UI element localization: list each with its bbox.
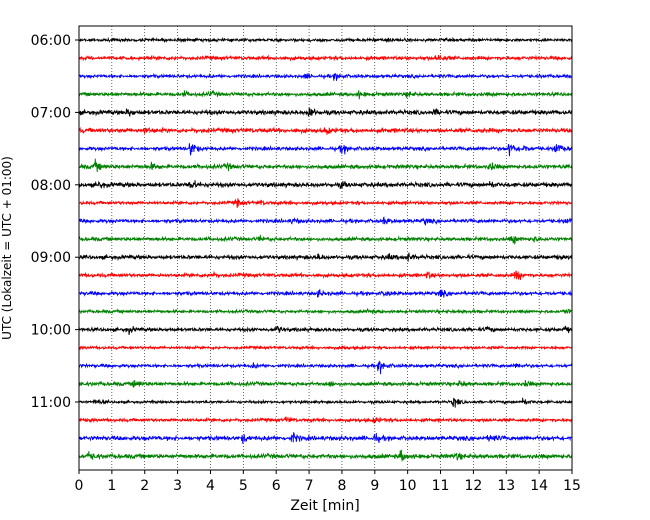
trace-1145 — [78, 449, 573, 462]
x-tick-label-5: 5 — [239, 478, 248, 494]
trace-0900 — [78, 252, 573, 262]
trace-0730 — [78, 143, 573, 157]
trace-0800 — [78, 180, 573, 190]
trace-0830 — [78, 216, 573, 226]
x-tick-label-4: 4 — [206, 478, 215, 494]
y-tick-label-0700: 07:00 — [31, 105, 71, 121]
trace-0700 — [78, 107, 573, 118]
grid-lines — [111, 26, 540, 470]
x-tick-label-3: 3 — [173, 478, 182, 494]
x-tick-label-12: 12 — [464, 478, 482, 494]
trace-1130 — [78, 431, 573, 444]
x-tick-label-13: 13 — [497, 478, 515, 494]
y-tick-label-0900: 09:00 — [31, 250, 71, 266]
x-tick-label-15: 15 — [563, 478, 581, 494]
trace-1000 — [78, 325, 573, 335]
trace-0715 — [78, 126, 573, 136]
trace-0945 — [78, 308, 573, 315]
trace-0600 — [78, 36, 573, 44]
x-axis-label: Zeit [min] — [290, 498, 359, 514]
trace-1100 — [78, 397, 573, 408]
x-axis-ticks: 0 1 2 3 4 5 6 7 8 9 10 11 12 13 14 15 — [75, 470, 581, 494]
x-tick-label-0: 0 — [75, 478, 84, 494]
y-tick-label-1100: 11:00 — [31, 395, 71, 411]
trace-0645 — [78, 89, 573, 100]
trace-0630 — [78, 72, 573, 81]
y-tick-label-1000: 10:00 — [31, 323, 71, 339]
trace-0915 — [78, 270, 573, 281]
plot-frame — [78, 25, 573, 471]
x-tick-label-9: 9 — [370, 478, 379, 494]
y-tick-label-0600: 06:00 — [31, 33, 71, 49]
x-tick-label-10: 10 — [399, 478, 417, 494]
trace-1015 — [78, 344, 573, 351]
x-tick-label-14: 14 — [530, 478, 548, 494]
x-tick-label-8: 8 — [337, 478, 346, 494]
trace-0815 — [78, 198, 573, 208]
y-axis-ticks: 06:00 07:00 08:00 09:00 10:00 11:00 — [31, 33, 79, 411]
y-axis-label: UTC (Lokalzeit = UTC + 01:00) — [0, 156, 14, 340]
x-tick-label-2: 2 — [140, 478, 149, 494]
y-tick-label-0800: 08:00 — [31, 178, 71, 194]
trace-0930 — [78, 289, 573, 298]
x-tick-label-7: 7 — [305, 478, 314, 494]
trace-1115 — [78, 416, 573, 424]
trace-0845 — [78, 234, 573, 245]
trace-1030 — [78, 360, 573, 375]
x-tick-label-11: 11 — [432, 478, 450, 494]
trace-0615 — [78, 54, 573, 62]
x-tick-label-1: 1 — [107, 478, 116, 494]
trace-0745 — [78, 158, 573, 173]
trace-1045 — [78, 379, 573, 388]
x-tick-label-6: 6 — [272, 478, 281, 494]
plot-background — [79, 26, 572, 470]
seismic-traces — [78, 36, 573, 462]
